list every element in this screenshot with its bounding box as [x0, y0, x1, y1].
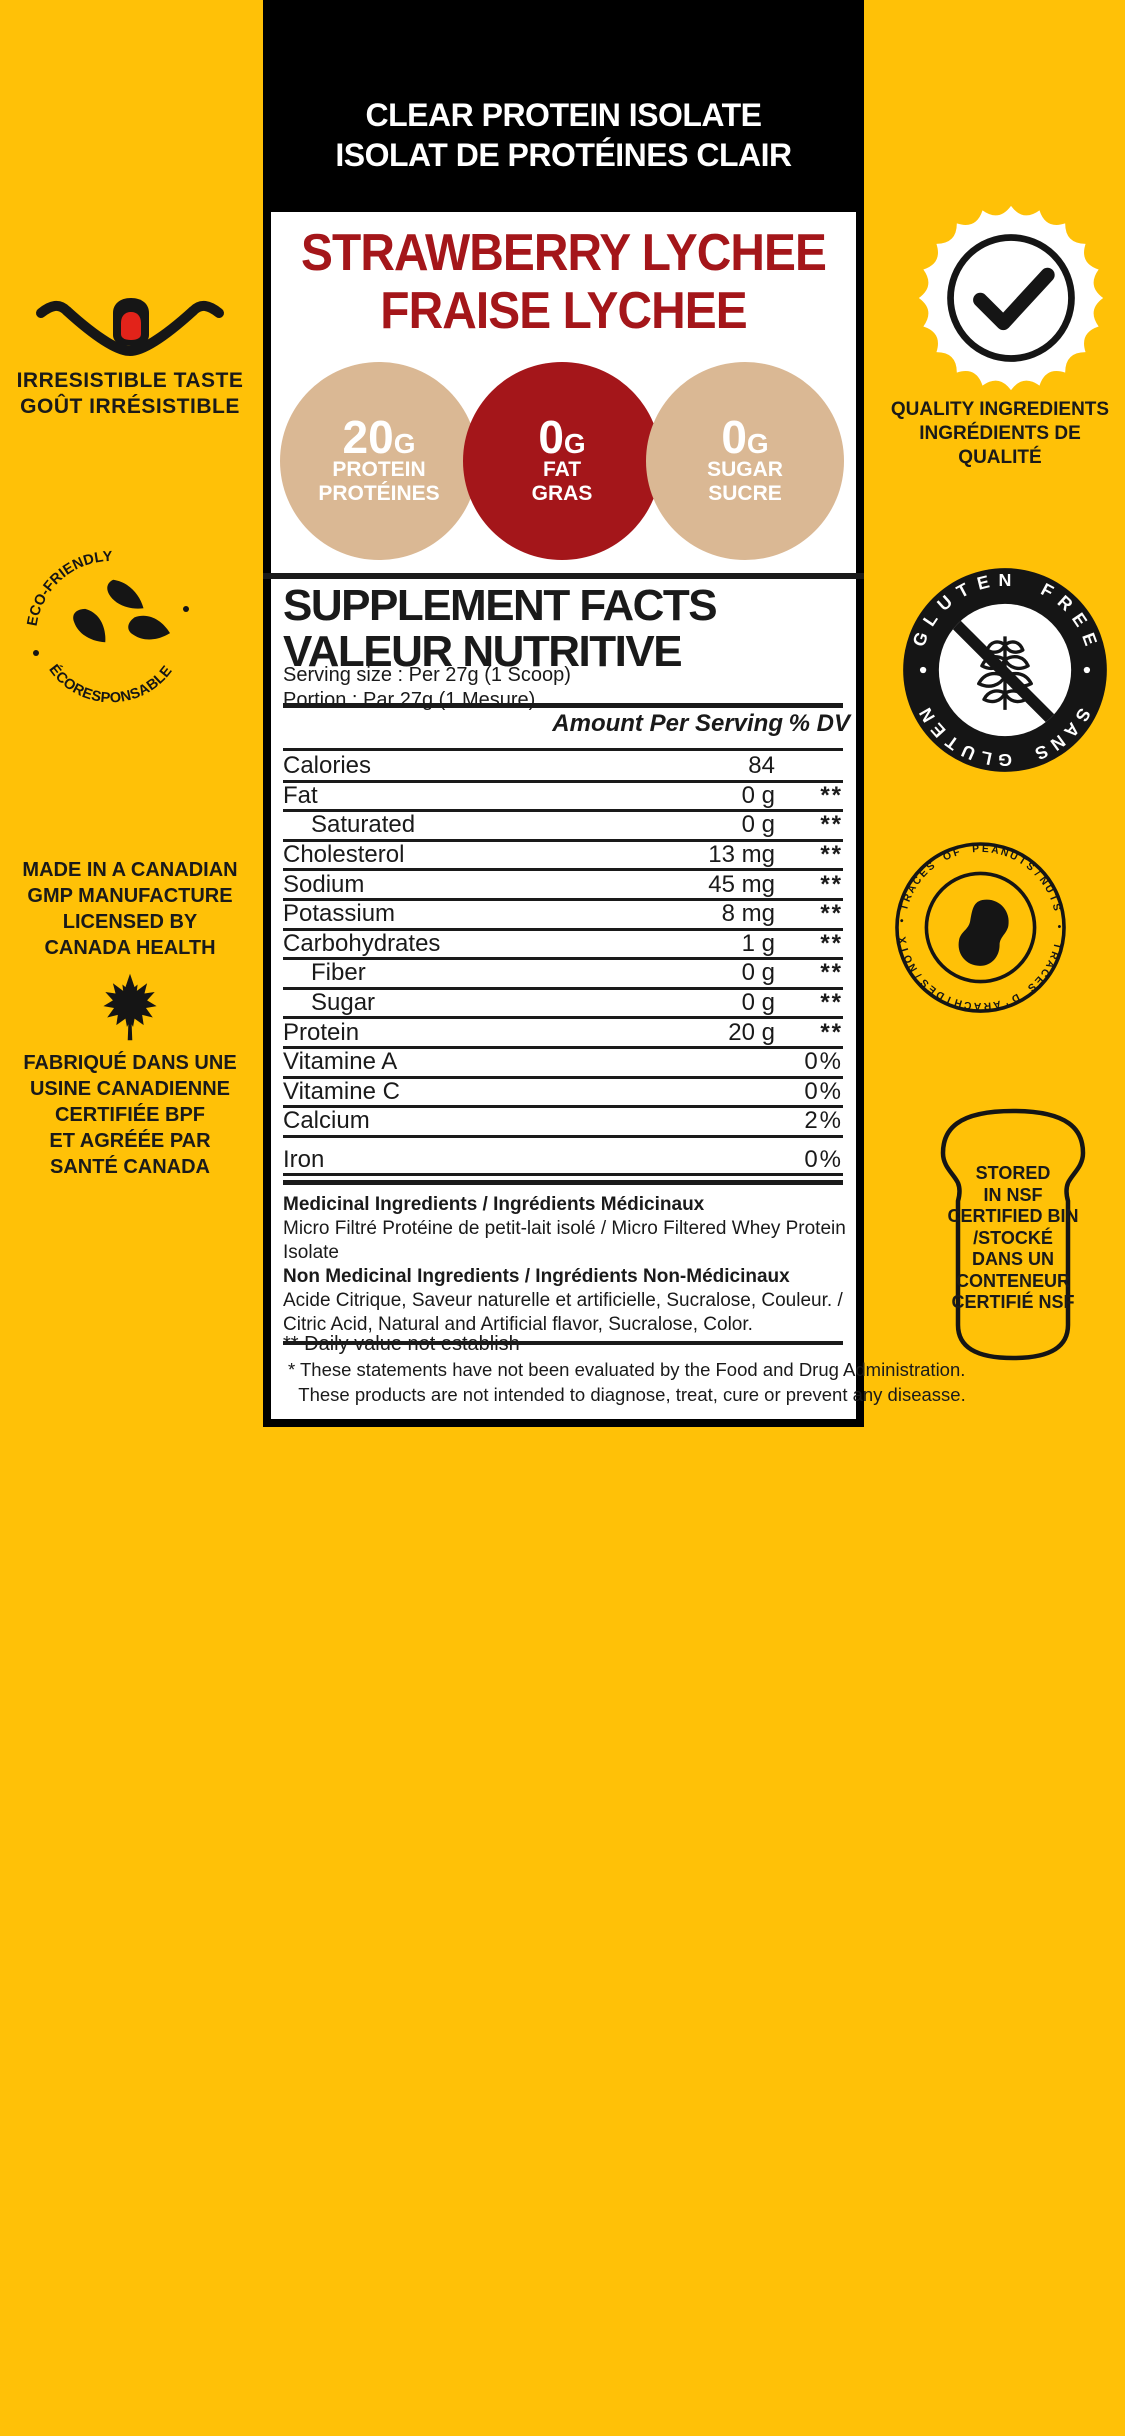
svg-text:I: I — [900, 947, 911, 953]
svg-text:ECO-FRIENDLY: ECO-FRIENDLY — [25, 549, 113, 627]
svg-text:T: T — [899, 902, 911, 912]
svg-text:S: S — [925, 861, 937, 874]
svg-text:F: F — [952, 847, 961, 859]
svg-text:S: S — [1024, 861, 1036, 874]
svg-text:A: A — [973, 1000, 981, 1011]
svg-text:I: I — [946, 993, 953, 1004]
svg-text:A: A — [990, 845, 1000, 857]
svg-text:E: E — [982, 844, 990, 855]
svg-text:S: S — [1050, 903, 1062, 913]
svg-text:C: C — [963, 998, 973, 1010]
svg-text:S: S — [1025, 980, 1037, 993]
svg-text:•: • — [897, 918, 908, 923]
svg-text:H: H — [953, 996, 963, 1009]
svg-text:ÉCORESPONSABLE: ÉCORESPONSABLE — [45, 661, 175, 706]
svg-text:G: G — [998, 750, 1012, 770]
svg-text:P: P — [972, 844, 980, 855]
svg-text:T: T — [1050, 941, 1062, 950]
svg-text:O: O — [902, 953, 915, 965]
svg-text:•: • — [1053, 925, 1064, 929]
svg-text:T: T — [1047, 893, 1060, 904]
svg-text:A: A — [992, 998, 1002, 1010]
svg-text:O: O — [942, 850, 954, 863]
svg-text:D: D — [1009, 991, 1021, 1004]
svg-text:N: N — [999, 570, 1012, 590]
svg-text:R: R — [983, 999, 992, 1011]
svg-text:/: / — [914, 971, 925, 980]
svg-text:/: / — [1032, 869, 1042, 879]
